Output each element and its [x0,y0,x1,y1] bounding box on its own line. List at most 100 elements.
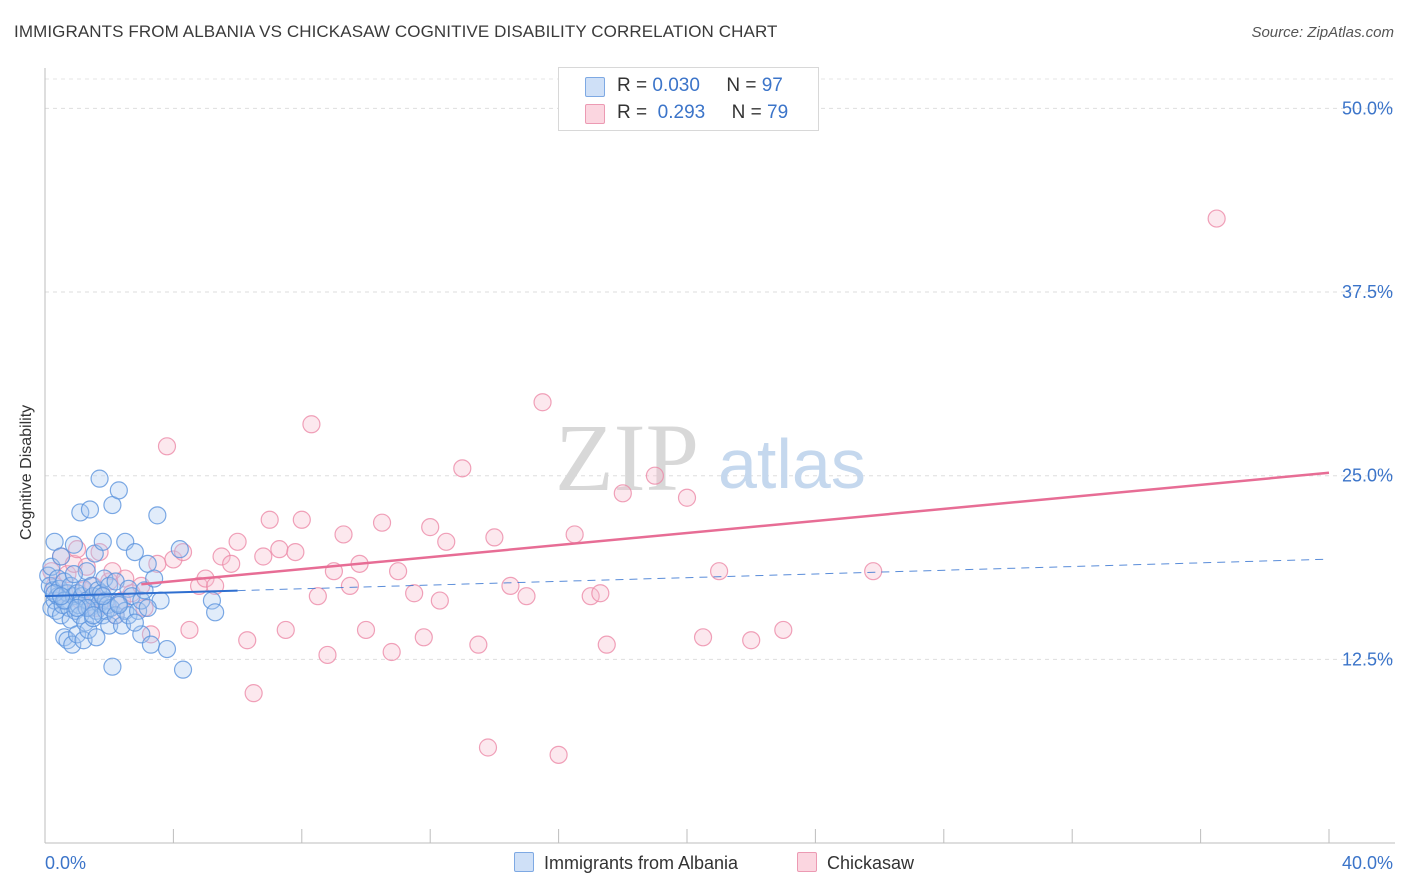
chickasaw-point [485,528,504,547]
chickasaw-point [549,745,568,764]
chickasaw-point [318,645,337,665]
chickasaw-point [382,642,401,662]
chickasaw-point [453,459,472,478]
y-tick-label: 37.5% [1342,282,1393,302]
legend-r-label: R = [617,102,648,123]
chickasaw-point [742,631,761,650]
chickasaw-point [308,587,327,606]
chickasaw-point [334,525,353,544]
chickasaw-point [469,635,488,654]
albania-point [93,532,112,551]
legend-r-value: 0.293 [657,102,706,123]
albania-point [157,639,177,659]
albania-point [132,591,151,610]
chickasaw-point [222,554,241,573]
albania-point [64,535,83,554]
chickasaw-point [864,562,883,581]
x-tick-label-max: 40.0% [1342,853,1393,873]
albania-point [173,660,193,679]
chickasaw-point [597,635,616,654]
albania-point [148,506,167,525]
chickasaw-point [517,587,536,606]
chickasaw-point [414,628,433,647]
chickasaw-point [254,547,273,566]
correlation-legend: R = 0.030 N = 97 R = 0.293 N = 79 [558,67,819,131]
watermark-zip: ZIP [555,404,699,511]
legend-n-label: N = [731,102,762,123]
albania-point [100,616,119,635]
axes [44,68,1395,844]
albania-point [170,540,189,559]
albania-point [141,635,161,654]
chickasaw-point [389,562,408,581]
chickasaw-point [533,393,552,412]
chickasaw-trend [141,471,1330,586]
chickasaw-point [212,547,231,566]
chickasaw-point [565,525,584,544]
legend-swatch-albania [585,77,605,97]
chickasaw-point [709,562,729,581]
chickasaw-point [437,532,456,551]
chickasaw-point [180,620,199,640]
bottom-legend-swatch-albania [514,852,534,872]
albania-point [206,603,225,622]
chickasaw-point [677,488,697,507]
chickasaw-point [645,466,665,485]
bottom-legend-label-chickasaw: Chickasaw [827,853,915,873]
albania-point [135,581,154,600]
albania-point [84,606,103,625]
albania-points [39,469,225,679]
chickasaw-point [189,576,209,595]
y-tick-label: 25.0% [1342,466,1393,486]
watermark-atlas: atlas [718,425,866,503]
albania-point [63,635,82,654]
albania-point [87,628,106,647]
chickasaw-point [774,620,793,640]
chickasaw-point [244,684,263,703]
chickasaw-point [276,620,295,640]
chickasaw-point [356,620,376,640]
albania-point [77,598,96,618]
watermark: ZIP atlas [555,404,866,511]
chickasaw-point [591,584,610,603]
chickasaw-point [228,532,247,551]
albania-point [67,598,87,618]
chickasaw-point [421,518,440,537]
chickasaw-point [157,437,177,456]
albania-point [80,500,100,519]
source-label: Source: ZipAtlas.com [1251,24,1394,41]
legend-r-value: 0.030 [652,75,700,96]
bottom-legend-label-albania: Immigrants from Albania [544,853,739,873]
albania-point [51,547,71,566]
albania-point [90,469,109,488]
albania-point [109,595,128,615]
albania-point [64,565,83,584]
chickasaw-points [42,209,1226,764]
legend-n-label: N = [726,75,757,96]
chart-title: IMMIGRANTS FROM ALBANIA VS CHICKASAW COG… [14,22,778,41]
chickasaw-point [286,542,305,562]
legend-n-value: 79 [767,102,789,123]
chickasaw-point [372,513,392,532]
chickasaw-point [613,484,632,503]
chickasaw-point [260,510,279,529]
albania-point [109,481,128,500]
chickasaw-point [164,550,183,569]
legend-r-label: R = [617,75,648,96]
albania-point [93,587,112,606]
bottom-legend-chickasaw: Chickasaw [797,852,914,874]
chickasaw-point [478,738,498,757]
chickasaw-point [405,584,424,603]
y-tick-label: 12.5% [1342,649,1393,669]
albania-point [103,657,122,676]
albania-point [106,606,125,625]
chickasaw-point [430,591,449,610]
legend-swatch-chickasaw [585,104,605,124]
chickasaw-point [693,628,713,647]
chickasaw-point [340,576,360,595]
x-tick-label-min: 0.0% [45,853,86,873]
chickasaw-point [173,542,193,562]
chickasaw-point [292,510,311,529]
bottom-legend-swatch-chickasaw [797,852,817,872]
